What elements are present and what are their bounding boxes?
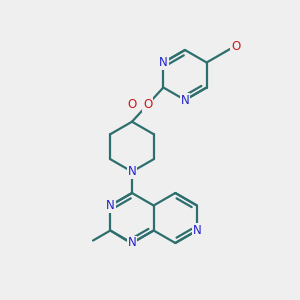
Text: N: N — [128, 165, 136, 178]
Text: O: O — [128, 98, 136, 111]
Text: N: N — [181, 94, 189, 106]
Text: N: N — [159, 56, 168, 69]
Text: N: N — [193, 224, 201, 237]
Text: N: N — [128, 236, 136, 250]
Text: O: O — [143, 98, 152, 111]
Text: N: N — [106, 199, 115, 212]
Text: O: O — [231, 40, 240, 53]
